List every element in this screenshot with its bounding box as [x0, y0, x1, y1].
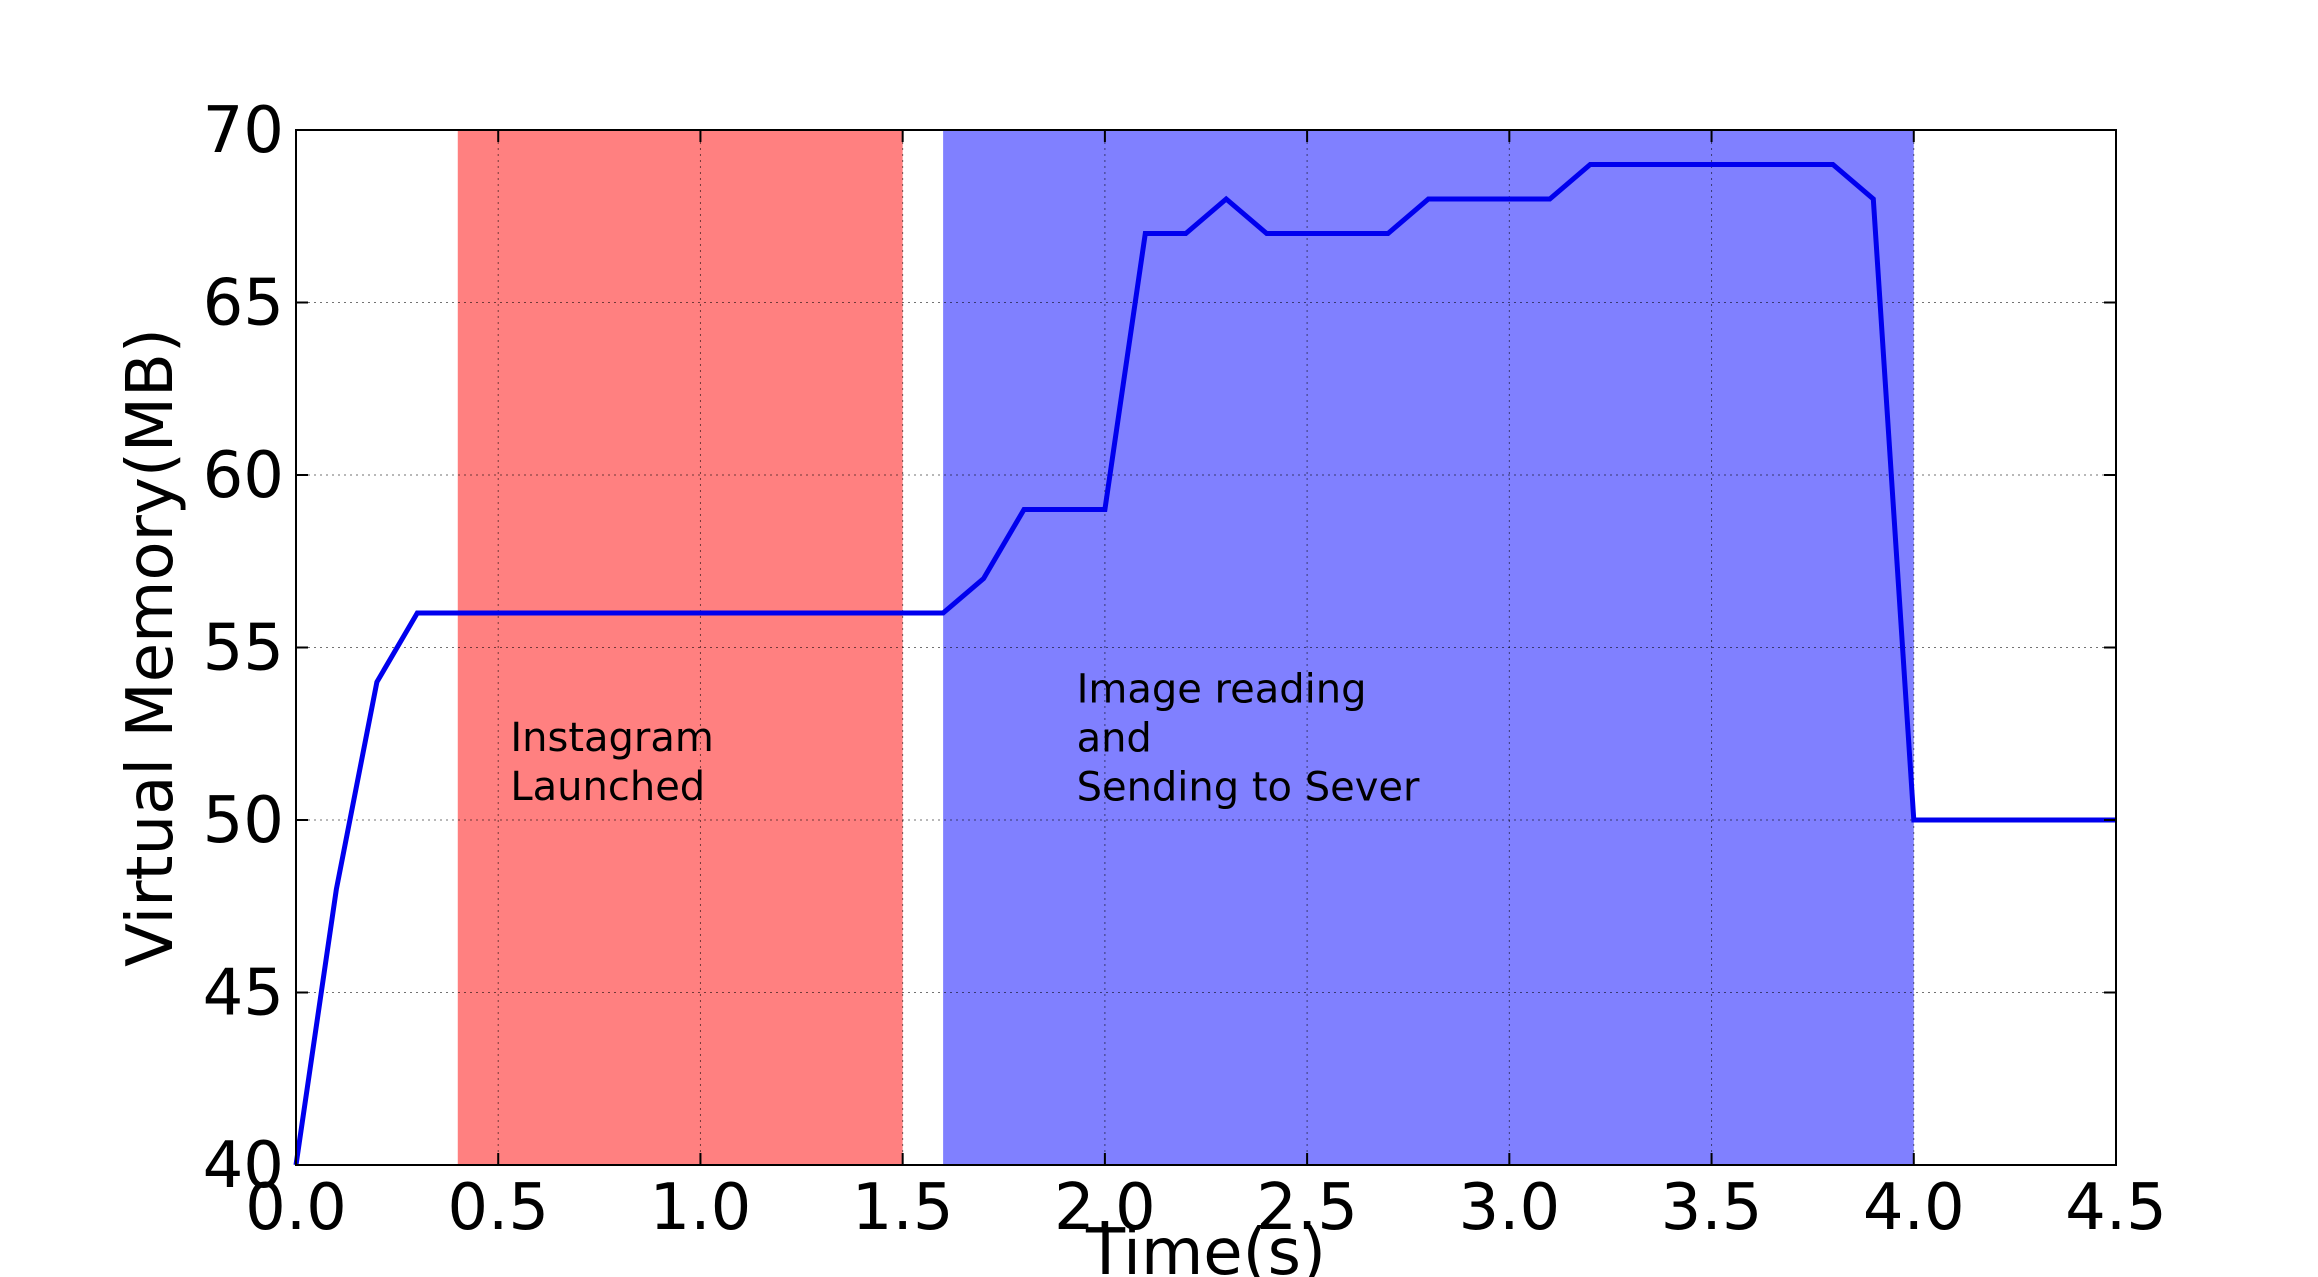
annotation-line: Launched: [510, 764, 705, 810]
y-tick-label: 60: [203, 439, 284, 513]
x-tick-label: 1.5: [852, 1171, 954, 1245]
series-line-0: [293, 162, 2116, 1166]
x-tick-label: 4.5: [2065, 1171, 2167, 1245]
x-tick-label: 4.0: [1863, 1171, 1965, 1245]
region-annotation-0: Instagram Launched: [510, 715, 714, 810]
x-tick-label: 3.5: [1661, 1171, 1763, 1245]
y-tick-label: 55: [203, 612, 284, 686]
annotation-line: and: [1077, 716, 1152, 762]
annotations: Instagram Launched Image reading and Sending…: [510, 667, 1420, 811]
y-tick-label: 50: [203, 784, 284, 858]
x-axis-label: Time(s): [1085, 1216, 1326, 1277]
x-tick-label: 2.5: [1256, 1171, 1358, 1245]
x-tick-label: 1.0: [650, 1171, 752, 1245]
x-tick-label: 0.0: [245, 1171, 347, 1245]
y-axis-label: Virtual Memory(MB): [114, 328, 188, 967]
x-tick-label: 0.5: [447, 1171, 549, 1245]
x-tick-label: 3.0: [1458, 1171, 1560, 1245]
annotation-line: Instagram: [510, 715, 714, 761]
annotation-line: Sending to Sever: [1077, 765, 1420, 811]
series-layer: [293, 162, 2116, 1166]
region-annotation-1: Image reading and Sending to Sever: [1077, 667, 1420, 811]
annotation-line: Image reading: [1077, 667, 1367, 713]
axis-ticks: 0.0 0.5 1.0 1.5 2.0 2.5 3.0 3.5 4.0 4.5 40 45 50 55 60…: [203, 94, 2167, 1245]
y-tick-label: 40: [203, 1129, 284, 1203]
y-tick-label: 65: [203, 267, 284, 341]
y-tick-label: 70: [203, 94, 284, 168]
y-tick-label: 45: [203, 957, 284, 1031]
x-tick-label: 2.0: [1054, 1171, 1156, 1245]
